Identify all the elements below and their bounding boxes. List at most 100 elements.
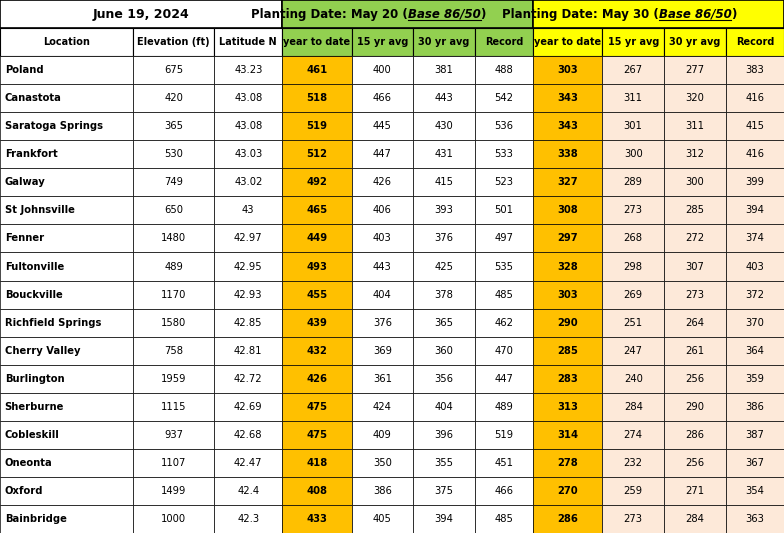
Text: 354: 354 xyxy=(746,486,764,496)
Bar xyxy=(602,253,664,280)
Text: Oneonta: Oneonta xyxy=(5,458,53,468)
Text: 501: 501 xyxy=(495,205,514,215)
Bar xyxy=(214,477,282,505)
Text: 320: 320 xyxy=(685,93,704,103)
Text: 269: 269 xyxy=(623,289,643,300)
Bar xyxy=(726,168,784,196)
Bar xyxy=(214,28,282,56)
Text: 426: 426 xyxy=(307,374,328,384)
Text: 300: 300 xyxy=(685,177,704,187)
Bar xyxy=(533,280,602,309)
Bar xyxy=(533,224,602,253)
Text: 376: 376 xyxy=(434,233,454,244)
Bar xyxy=(726,253,784,280)
Text: 42.85: 42.85 xyxy=(234,318,263,328)
Bar xyxy=(214,280,282,309)
Bar xyxy=(664,56,726,84)
Bar xyxy=(475,84,533,112)
Bar xyxy=(533,421,602,449)
Bar xyxy=(602,477,664,505)
Text: 533: 533 xyxy=(495,149,514,159)
Bar xyxy=(664,477,726,505)
Text: 42.97: 42.97 xyxy=(234,233,263,244)
Bar xyxy=(602,112,664,140)
Text: 259: 259 xyxy=(623,486,643,496)
Bar xyxy=(413,168,475,196)
Text: 497: 497 xyxy=(495,233,514,244)
Text: 489: 489 xyxy=(495,402,514,412)
Text: 1170: 1170 xyxy=(161,289,187,300)
Bar xyxy=(533,253,602,280)
Text: 350: 350 xyxy=(373,458,392,468)
Text: 364: 364 xyxy=(746,346,764,356)
Bar xyxy=(282,280,351,309)
Bar xyxy=(133,112,214,140)
Text: 273: 273 xyxy=(685,289,704,300)
Text: 399: 399 xyxy=(746,177,764,187)
Bar xyxy=(664,28,726,56)
Bar xyxy=(282,309,351,337)
Bar xyxy=(214,393,282,421)
Text: 1000: 1000 xyxy=(162,514,187,524)
Text: 370: 370 xyxy=(746,318,764,328)
Text: Latitude N: Latitude N xyxy=(220,37,277,47)
Text: Poland: Poland xyxy=(5,65,43,75)
Text: Planting Date: May 30 (: Planting Date: May 30 ( xyxy=(502,7,659,21)
Text: 43.08: 43.08 xyxy=(234,121,263,131)
Bar xyxy=(475,168,533,196)
Bar xyxy=(214,449,282,477)
Bar xyxy=(533,505,602,533)
Text: 403: 403 xyxy=(746,262,764,271)
Bar xyxy=(0,449,133,477)
Text: 297: 297 xyxy=(557,233,578,244)
Bar xyxy=(351,477,413,505)
Text: 1107: 1107 xyxy=(161,458,187,468)
Bar xyxy=(351,449,413,477)
Bar xyxy=(413,421,475,449)
Text: 488: 488 xyxy=(495,65,514,75)
Text: 365: 365 xyxy=(164,121,183,131)
Bar xyxy=(214,112,282,140)
Bar xyxy=(533,28,602,56)
Text: 512: 512 xyxy=(307,149,328,159)
Bar xyxy=(0,421,133,449)
Text: 15 yr avg: 15 yr avg xyxy=(357,37,408,47)
Bar xyxy=(133,393,214,421)
Bar xyxy=(0,505,133,533)
Text: 416: 416 xyxy=(746,93,764,103)
Bar xyxy=(351,224,413,253)
Text: 426: 426 xyxy=(373,177,392,187)
Text: 289: 289 xyxy=(624,177,643,187)
Text: 650: 650 xyxy=(164,205,183,215)
Bar xyxy=(664,449,726,477)
Text: 42.4: 42.4 xyxy=(238,486,260,496)
Bar xyxy=(282,365,351,393)
Bar xyxy=(214,253,282,280)
Bar xyxy=(0,477,133,505)
Text: 356: 356 xyxy=(434,374,454,384)
Text: 268: 268 xyxy=(624,233,643,244)
Bar xyxy=(351,140,413,168)
Bar xyxy=(533,196,602,224)
Text: 749: 749 xyxy=(164,177,183,187)
Text: 270: 270 xyxy=(557,486,578,496)
Text: 327: 327 xyxy=(557,177,578,187)
Bar xyxy=(0,0,282,28)
Text: 396: 396 xyxy=(434,430,454,440)
Text: 386: 386 xyxy=(373,486,392,496)
Bar xyxy=(133,224,214,253)
Bar xyxy=(602,337,664,365)
Text: 530: 530 xyxy=(165,149,183,159)
Text: 937: 937 xyxy=(164,430,183,440)
Text: 343: 343 xyxy=(557,121,579,131)
Bar xyxy=(475,505,533,533)
Text: 232: 232 xyxy=(624,458,643,468)
Bar xyxy=(533,393,602,421)
Text: 360: 360 xyxy=(434,346,453,356)
Bar xyxy=(351,28,413,56)
Bar xyxy=(664,505,726,533)
Text: 290: 290 xyxy=(685,402,704,412)
Text: 343: 343 xyxy=(557,93,579,103)
Text: Oxford: Oxford xyxy=(5,486,43,496)
Bar xyxy=(351,112,413,140)
